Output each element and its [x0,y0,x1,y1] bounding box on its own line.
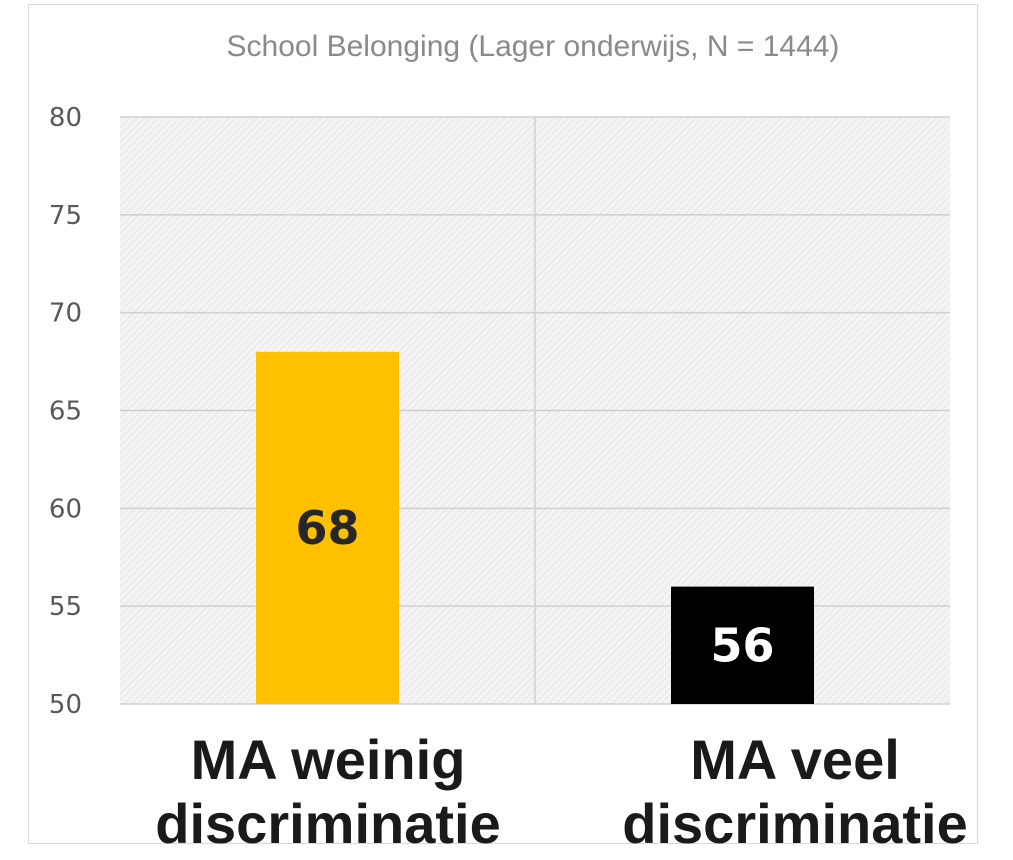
y-tick-label: 65 [49,397,82,427]
y-tick-label: 70 [49,299,82,329]
category-label-1-line-2: discriminatie [622,792,968,855]
bars [256,351,814,704]
category-label-0-line-2: discriminatie [155,792,501,855]
bar-1 [671,586,814,704]
chart-title: School Belonging (Lager onderwijs, N = 1… [226,30,840,63]
chart-border [28,4,978,844]
y-tick-label: 50 [49,690,82,720]
y-tick-label: 55 [49,592,82,622]
bar-value-label-1: 56 [710,618,774,672]
category-label-0: MA weinig discriminatie [118,728,538,856]
category-label-1: MA veel discriminatie [585,728,1005,856]
category-label-1-line-1: MA veel [690,728,900,791]
y-axis: 50 55 60 65 70 75 80 [49,103,82,720]
bar-value-label-0: 68 [295,501,359,555]
y-tick-label: 75 [49,201,82,231]
y-tick-label: 80 [49,103,82,133]
bar-0 [256,351,399,704]
y-tick-label: 60 [49,494,82,524]
bar-labels: 68 56 [295,501,774,672]
category-label-0-line-1: MA weinig [190,728,466,791]
